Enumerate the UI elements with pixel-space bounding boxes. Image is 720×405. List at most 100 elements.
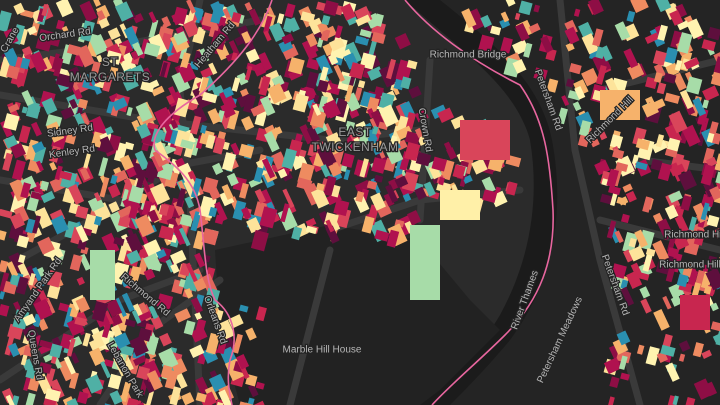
building bbox=[0, 230, 7, 241]
building bbox=[238, 401, 254, 405]
building bbox=[628, 245, 646, 262]
building bbox=[656, 82, 667, 95]
building bbox=[614, 230, 624, 244]
building bbox=[88, 347, 106, 366]
building bbox=[668, 110, 688, 134]
building bbox=[664, 47, 679, 64]
building bbox=[196, 9, 204, 21]
building bbox=[176, 188, 187, 208]
building bbox=[378, 104, 399, 128]
building bbox=[92, 73, 105, 84]
building bbox=[357, 126, 372, 148]
building bbox=[107, 27, 121, 41]
building bbox=[705, 156, 718, 168]
building bbox=[32, 267, 45, 288]
building bbox=[710, 321, 720, 333]
building bbox=[568, 62, 582, 75]
building bbox=[63, 356, 76, 375]
building bbox=[143, 42, 161, 58]
building bbox=[616, 330, 631, 346]
building bbox=[248, 384, 259, 398]
building bbox=[244, 65, 253, 81]
building bbox=[241, 115, 255, 131]
building bbox=[219, 89, 237, 112]
building bbox=[171, 13, 181, 26]
building bbox=[35, 28, 54, 52]
building bbox=[169, 119, 179, 130]
building bbox=[90, 61, 101, 75]
building bbox=[202, 176, 219, 195]
building bbox=[210, 2, 225, 24]
building bbox=[245, 327, 257, 341]
building bbox=[663, 72, 677, 84]
building bbox=[200, 124, 207, 134]
building bbox=[630, 0, 649, 13]
building bbox=[462, 174, 473, 184]
building bbox=[178, 227, 191, 247]
building bbox=[239, 304, 249, 313]
building bbox=[189, 61, 200, 71]
building bbox=[269, 22, 286, 42]
building bbox=[701, 349, 713, 359]
building bbox=[88, 34, 109, 56]
building bbox=[194, 26, 205, 44]
building bbox=[681, 124, 701, 147]
building bbox=[374, 174, 384, 183]
building bbox=[170, 263, 180, 274]
building bbox=[173, 97, 190, 118]
building bbox=[676, 32, 693, 54]
building bbox=[306, 126, 321, 143]
building bbox=[616, 268, 625, 278]
building bbox=[131, 309, 142, 324]
building bbox=[49, 379, 65, 400]
building bbox=[366, 180, 378, 190]
building bbox=[238, 143, 255, 159]
building bbox=[207, 108, 222, 125]
building bbox=[645, 248, 656, 257]
building bbox=[305, 225, 318, 235]
building bbox=[145, 390, 154, 405]
building bbox=[145, 79, 160, 91]
building bbox=[96, 54, 104, 63]
building bbox=[383, 192, 395, 207]
building bbox=[664, 123, 682, 145]
building bbox=[620, 279, 629, 290]
building bbox=[22, 324, 39, 341]
building bbox=[533, 67, 548, 81]
building bbox=[370, 192, 386, 211]
building bbox=[316, 79, 329, 93]
building bbox=[156, 293, 174, 310]
building bbox=[407, 209, 422, 226]
building bbox=[44, 388, 61, 402]
building bbox=[166, 94, 176, 105]
building bbox=[33, 298, 53, 320]
building bbox=[193, 106, 208, 124]
building bbox=[91, 301, 109, 322]
building bbox=[590, 138, 600, 148]
building bbox=[626, 270, 643, 289]
building bbox=[600, 90, 640, 120]
building bbox=[440, 190, 480, 220]
building bbox=[236, 72, 249, 86]
building bbox=[428, 164, 442, 180]
building bbox=[221, 184, 234, 200]
building bbox=[160, 364, 173, 379]
building bbox=[222, 86, 234, 98]
building bbox=[230, 142, 241, 156]
building bbox=[361, 215, 375, 234]
building bbox=[226, 109, 240, 130]
building bbox=[238, 182, 249, 199]
building bbox=[222, 7, 233, 20]
building bbox=[674, 59, 683, 71]
building bbox=[76, 44, 95, 68]
building bbox=[614, 21, 631, 41]
building bbox=[311, 187, 330, 209]
building bbox=[128, 206, 139, 220]
building bbox=[66, 338, 76, 357]
building bbox=[37, 318, 49, 331]
building bbox=[623, 48, 639, 69]
building bbox=[615, 161, 629, 173]
building bbox=[20, 57, 31, 70]
building bbox=[414, 186, 427, 201]
building bbox=[200, 67, 213, 79]
